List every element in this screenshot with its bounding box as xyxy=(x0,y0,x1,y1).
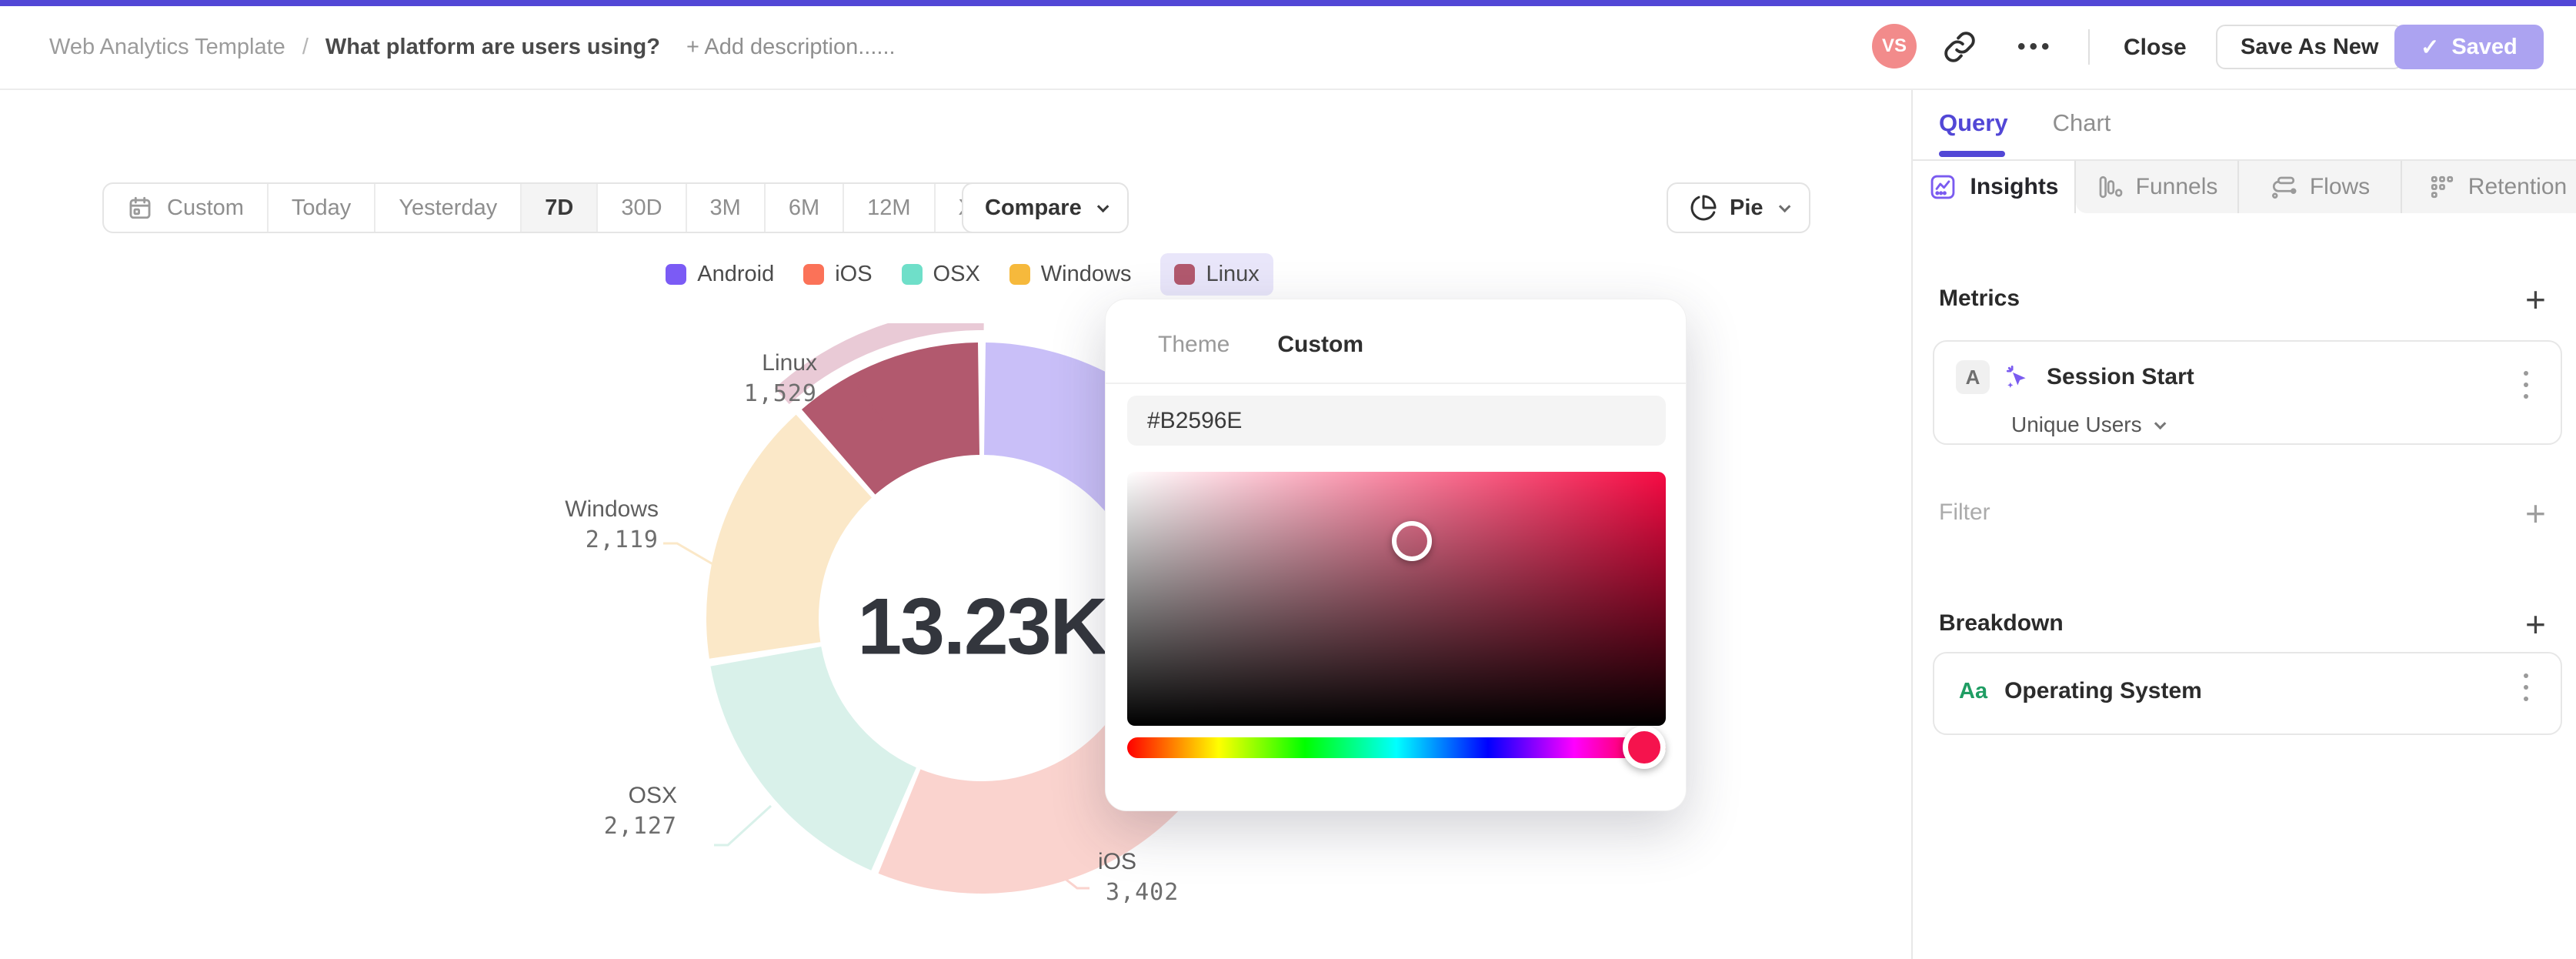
saved-button-label: Saved xyxy=(2451,34,2518,59)
donut-slice-osx xyxy=(710,647,916,870)
retention-icon xyxy=(2431,175,2453,199)
tab-query-underline xyxy=(1939,151,2005,157)
chart-type-button[interactable]: Pie xyxy=(1667,182,1810,233)
range-yesterday[interactable]: Yesterday xyxy=(375,184,522,232)
tab-query[interactable]: Query xyxy=(1939,109,2008,136)
add-description-button[interactable]: + Add description...... xyxy=(686,34,896,59)
saturation-gradient[interactable] xyxy=(1127,472,1666,726)
legend-swatch xyxy=(666,263,687,285)
tab-funnels[interactable]: Funnels xyxy=(2076,161,2239,213)
legend-item-windows[interactable]: Windows xyxy=(1009,262,1131,287)
add-breakdown-button[interactable]: + xyxy=(2525,604,2546,644)
donut-center-total: 13.23K xyxy=(857,582,1107,672)
saved-button[interactable]: ✓ Saved xyxy=(2394,25,2544,69)
range-custom[interactable]: Custom xyxy=(104,184,269,232)
save-as-new-button[interactable]: Save As New xyxy=(2216,25,2404,69)
range-today[interactable]: Today xyxy=(269,184,376,232)
kebab-menu-icon[interactable] xyxy=(2524,673,2528,701)
metric-name[interactable]: Session Start xyxy=(2047,364,2194,389)
range-30d[interactable]: 30D xyxy=(598,184,687,232)
add-filter-button[interactable]: + xyxy=(2525,493,2546,533)
breadcrumb: Web Analytics Template / What platform a… xyxy=(49,20,896,74)
donut-slice-linux xyxy=(802,342,979,495)
color-picker-popup: Theme Custom #B2596E xyxy=(1105,299,1687,811)
metric-series-badge: A xyxy=(1956,360,1990,394)
hue-slider[interactable] xyxy=(1127,726,1666,769)
calendar-icon xyxy=(129,196,151,219)
compare-button[interactable]: Compare xyxy=(962,182,1129,233)
close-button[interactable]: Close xyxy=(2124,35,2187,60)
date-range-selector: Custom Today Yesterday 7D 30D 3M 6M 12M … xyxy=(102,182,1047,233)
sidebar-left-border xyxy=(1911,90,1913,959)
legend-item-linux[interactable]: Linux xyxy=(1160,252,1273,296)
chevron-down-icon xyxy=(1778,200,1790,212)
legend-item-ios[interactable]: iOS xyxy=(803,262,873,287)
range-12m[interactable]: 12M xyxy=(844,184,936,232)
chart-legend: Android iOS OSX Windows Linux xyxy=(666,252,1273,296)
metric-aggregation-dropdown[interactable]: Unique Users xyxy=(2011,413,2167,437)
chevron-down-icon xyxy=(1096,200,1109,212)
flows-icon xyxy=(2271,176,2297,199)
breadcrumb-separator: / xyxy=(302,34,309,59)
pie-label-ios: iOS 3,402 xyxy=(1098,849,1180,906)
legend-item-osx[interactable]: OSX xyxy=(901,262,980,287)
pie-label-windows: Windows 2,119 xyxy=(565,496,659,553)
event-cursor-icon xyxy=(2006,365,2026,388)
sidebar-tabs: Query Chart xyxy=(1939,109,2111,137)
filter-heading: Filter xyxy=(1939,500,1990,525)
header-bottom-border xyxy=(0,89,2576,90)
pie-chart-icon xyxy=(1690,195,1717,221)
gradient-cursor[interactable] xyxy=(1392,521,1432,561)
hex-color-input[interactable]: #B2596E xyxy=(1127,396,1666,446)
chevron-down-icon xyxy=(2154,417,2167,429)
breakdown-card[interactable]: Aa Operating System xyxy=(1933,652,2562,735)
legend-swatch xyxy=(1009,263,1030,285)
picker-tab-theme[interactable]: Theme xyxy=(1158,332,1230,357)
tab-chart[interactable]: Chart xyxy=(2052,109,2111,136)
metric-card[interactable]: A Session Start Unique Users xyxy=(1933,340,2562,445)
metrics-heading: Metrics xyxy=(1939,286,2020,311)
range-7d[interactable]: 7D xyxy=(522,184,599,232)
tab-insights[interactable]: Insights xyxy=(1913,161,2076,213)
legend-swatch xyxy=(803,263,825,285)
range-6m[interactable]: 6M xyxy=(766,184,845,232)
tab-flows[interactable]: Flows xyxy=(2239,161,2402,213)
insight-view-tabs: Insights Funnels Flows Retention xyxy=(1913,159,2576,213)
range-3m[interactable]: 3M xyxy=(687,184,766,232)
kebab-menu-icon[interactable] xyxy=(2524,371,2528,399)
legend-item-android[interactable]: Android xyxy=(666,262,774,287)
header-divider xyxy=(2088,29,2090,65)
breakdown-property-name[interactable]: Operating System xyxy=(2004,678,2202,703)
share-link-icon[interactable] xyxy=(1942,29,1977,65)
page-title[interactable]: What platform are users using? xyxy=(325,34,660,59)
top-accent-strip xyxy=(0,0,2576,6)
insights-icon xyxy=(1931,175,1955,199)
legend-swatch xyxy=(901,263,923,285)
breakdown-heading: Breakdown xyxy=(1939,610,2064,636)
breadcrumb-root[interactable]: Web Analytics Template xyxy=(49,34,285,59)
tab-retention[interactable]: Retention xyxy=(2402,161,2576,213)
more-options-icon[interactable]: ••• xyxy=(2017,34,2054,59)
legend-swatch xyxy=(1174,263,1196,285)
add-metric-button[interactable]: + xyxy=(2525,279,2546,319)
pie-label-linux: Linux 1,529 xyxy=(743,350,817,407)
funnels-icon xyxy=(2099,175,2122,199)
string-property-icon: Aa xyxy=(1959,678,1988,703)
pie-label-osx: OSX 2,127 xyxy=(603,783,677,840)
check-icon: ✓ xyxy=(2421,35,2440,60)
hue-slider-thumb[interactable] xyxy=(1623,726,1666,769)
avatar[interactable]: VS xyxy=(1872,24,1917,68)
donut-slice-windows xyxy=(706,414,872,659)
picker-divider xyxy=(1106,383,1686,384)
picker-tab-custom[interactable]: Custom xyxy=(1277,332,1364,357)
